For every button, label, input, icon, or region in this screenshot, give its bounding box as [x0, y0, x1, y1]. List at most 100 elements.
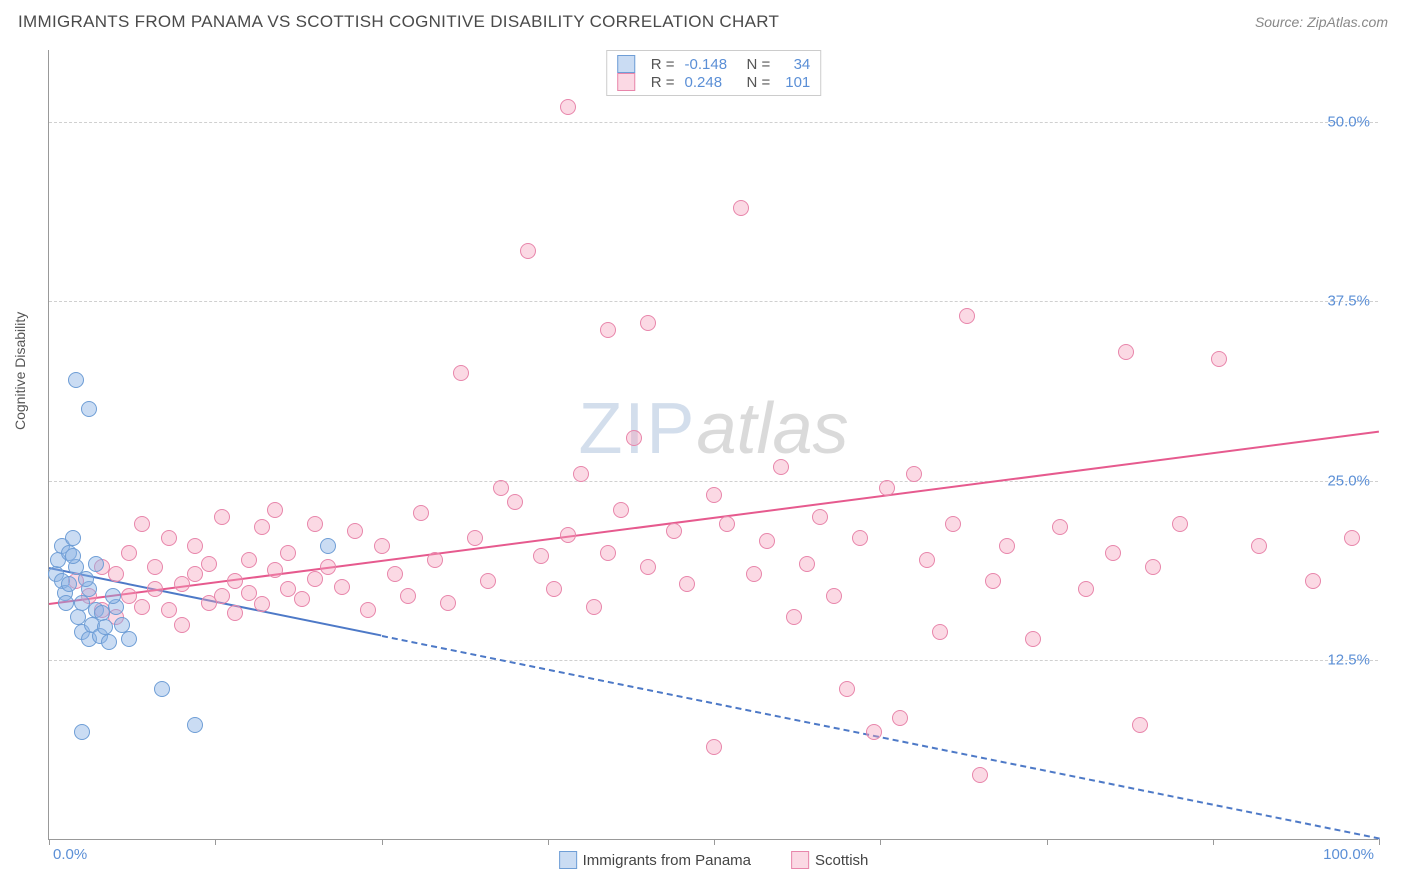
data-point: [105, 588, 121, 604]
data-point: [241, 585, 257, 601]
data-point: [88, 556, 104, 572]
data-point: [58, 595, 74, 611]
data-point: [81, 401, 97, 417]
data-point: [546, 581, 562, 597]
x-tick-mark: [714, 839, 715, 845]
x-tick-mark: [49, 839, 50, 845]
x-tick-mark: [382, 839, 383, 845]
legend-n-label: N =: [747, 56, 771, 73]
data-point: [161, 602, 177, 618]
source-label: Source: ZipAtlas.com: [1255, 14, 1388, 30]
legend-r-label: R =: [651, 74, 675, 91]
data-point: [600, 545, 616, 561]
data-point: [267, 502, 283, 518]
data-point: [78, 571, 94, 587]
legend-swatch-blue: [617, 55, 635, 73]
data-point: [334, 579, 350, 595]
data-point: [307, 516, 323, 532]
legend-n-label: N =: [747, 74, 771, 91]
data-point: [706, 487, 722, 503]
data-point: [613, 502, 629, 518]
data-point: [174, 576, 190, 592]
y-tick-label: 37.5%: [1327, 293, 1370, 310]
data-point: [480, 573, 496, 589]
legend-item: Scottish: [791, 851, 868, 869]
data-point: [214, 588, 230, 604]
data-point: [932, 624, 948, 640]
x-tick-mark: [1213, 839, 1214, 845]
data-point: [374, 538, 390, 554]
legend-stats-row: R = -0.148 N = 34: [617, 55, 811, 73]
data-point: [600, 322, 616, 338]
x-tick-mark: [1047, 839, 1048, 845]
data-point: [919, 552, 935, 568]
data-point: [1118, 344, 1134, 360]
data-point: [65, 530, 81, 546]
legend-series-name-0: Immigrants from Panama: [583, 852, 751, 869]
data-point: [227, 573, 243, 589]
data-point: [706, 739, 722, 755]
data-point: [1211, 351, 1227, 367]
x-tick-mark: [1379, 839, 1380, 845]
data-point: [320, 559, 336, 575]
x-axis-min-label: 0.0%: [53, 846, 87, 863]
data-point: [254, 596, 270, 612]
data-point: [387, 566, 403, 582]
legend-swatch-pink: [617, 73, 635, 91]
x-tick-mark: [215, 839, 216, 845]
data-point: [1105, 545, 1121, 561]
data-point: [866, 724, 882, 740]
data-point: [453, 365, 469, 381]
data-point: [520, 243, 536, 259]
x-tick-mark: [880, 839, 881, 845]
legend-swatch-blue: [559, 851, 577, 869]
data-point: [773, 459, 789, 475]
data-point: [187, 717, 203, 733]
data-point: [227, 605, 243, 621]
data-point: [959, 308, 975, 324]
data-point: [826, 588, 842, 604]
data-point: [640, 559, 656, 575]
legend-stats-row: R = 0.248 N = 101: [617, 73, 811, 91]
data-point: [1344, 530, 1360, 546]
data-point: [1305, 573, 1321, 589]
data-point: [101, 634, 117, 650]
data-point: [413, 505, 429, 521]
legend-n-value-0: 34: [780, 56, 810, 73]
data-point: [347, 523, 363, 539]
gridline-h: [49, 660, 1378, 661]
data-point: [746, 566, 762, 582]
data-point: [573, 466, 589, 482]
data-point: [626, 430, 642, 446]
chart-title: IMMIGRANTS FROM PANAMA VS SCOTTISH COGNI…: [18, 12, 779, 32]
data-point: [267, 562, 283, 578]
data-point: [1251, 538, 1267, 554]
data-point: [1025, 631, 1041, 647]
data-point: [121, 545, 137, 561]
data-point: [733, 200, 749, 216]
watermark-part1: ZIP: [578, 389, 696, 469]
data-point: [147, 581, 163, 597]
legend-series-name-1: Scottish: [815, 852, 868, 869]
data-point: [440, 595, 456, 611]
legend-r-value-1: 0.248: [685, 74, 737, 91]
data-point: [719, 516, 735, 532]
data-point: [74, 724, 90, 740]
data-point: [666, 523, 682, 539]
data-point: [1172, 516, 1188, 532]
data-point: [507, 494, 523, 510]
data-point: [759, 533, 775, 549]
data-point: [799, 556, 815, 572]
data-point: [467, 530, 483, 546]
x-axis-max-label: 100.0%: [1323, 846, 1374, 863]
data-point: [294, 591, 310, 607]
data-point: [999, 538, 1015, 554]
legend-stats: R = -0.148 N = 34 R = 0.248 N = 101: [606, 50, 822, 96]
data-point: [879, 480, 895, 496]
data-point: [560, 99, 576, 115]
data-point: [786, 609, 802, 625]
data-point: [121, 588, 137, 604]
data-point: [241, 552, 257, 568]
data-point: [307, 571, 323, 587]
data-point: [427, 552, 443, 568]
